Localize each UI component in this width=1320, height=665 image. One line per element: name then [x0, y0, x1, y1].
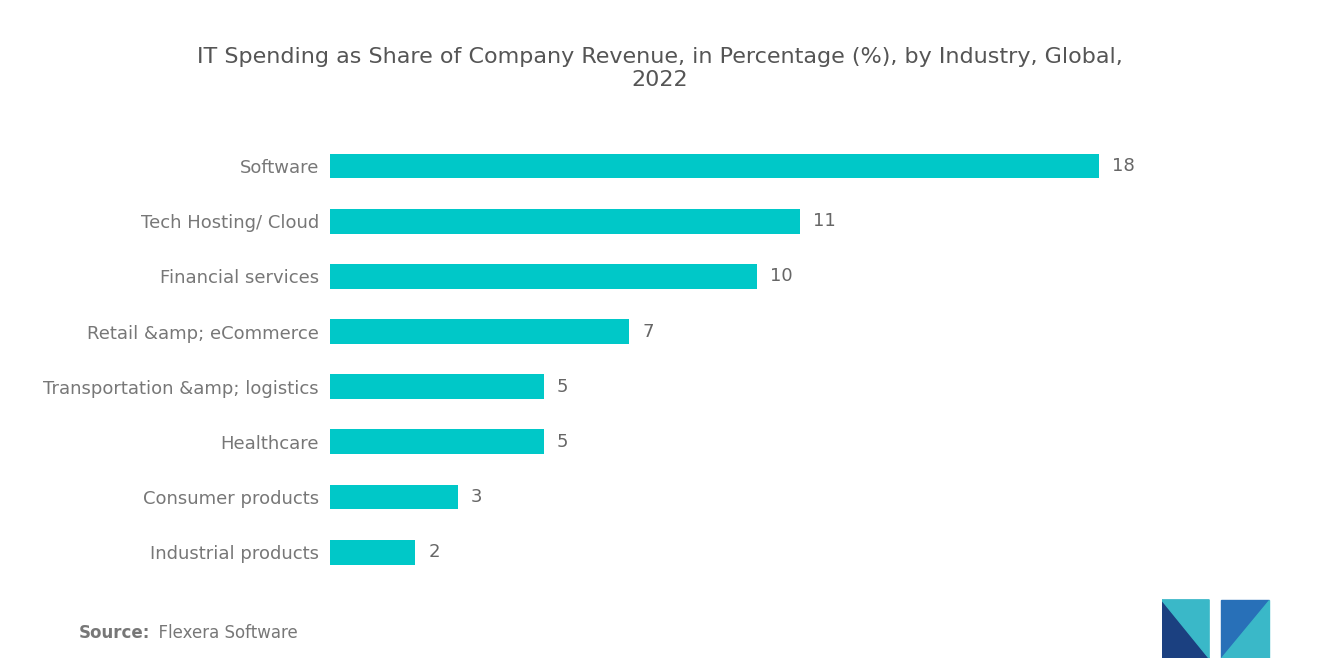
Text: IT Spending as Share of Company Revenue, in Percentage (%), by Industry, Global,: IT Spending as Share of Company Revenue,… [197, 47, 1123, 90]
Text: 18: 18 [1113, 157, 1135, 175]
Text: 5: 5 [557, 433, 568, 451]
Polygon shape [1221, 600, 1269, 658]
Bar [330, 209, 800, 233]
Text: Source:: Source: [79, 624, 150, 642]
Bar [330, 154, 1100, 178]
Text: 10: 10 [771, 267, 793, 285]
Bar [330, 430, 544, 454]
Bar [330, 485, 458, 509]
Polygon shape [1162, 600, 1209, 658]
Bar [330, 264, 758, 289]
Polygon shape [1221, 600, 1269, 658]
Bar [330, 374, 544, 399]
Text: 7: 7 [642, 323, 653, 340]
Text: 2: 2 [428, 543, 440, 561]
Polygon shape [1162, 600, 1209, 658]
Text: 5: 5 [557, 378, 568, 396]
Text: 11: 11 [813, 212, 836, 230]
Bar [330, 540, 416, 565]
Text: Flexera Software: Flexera Software [148, 624, 297, 642]
Bar [330, 319, 630, 344]
Text: 3: 3 [471, 488, 483, 506]
